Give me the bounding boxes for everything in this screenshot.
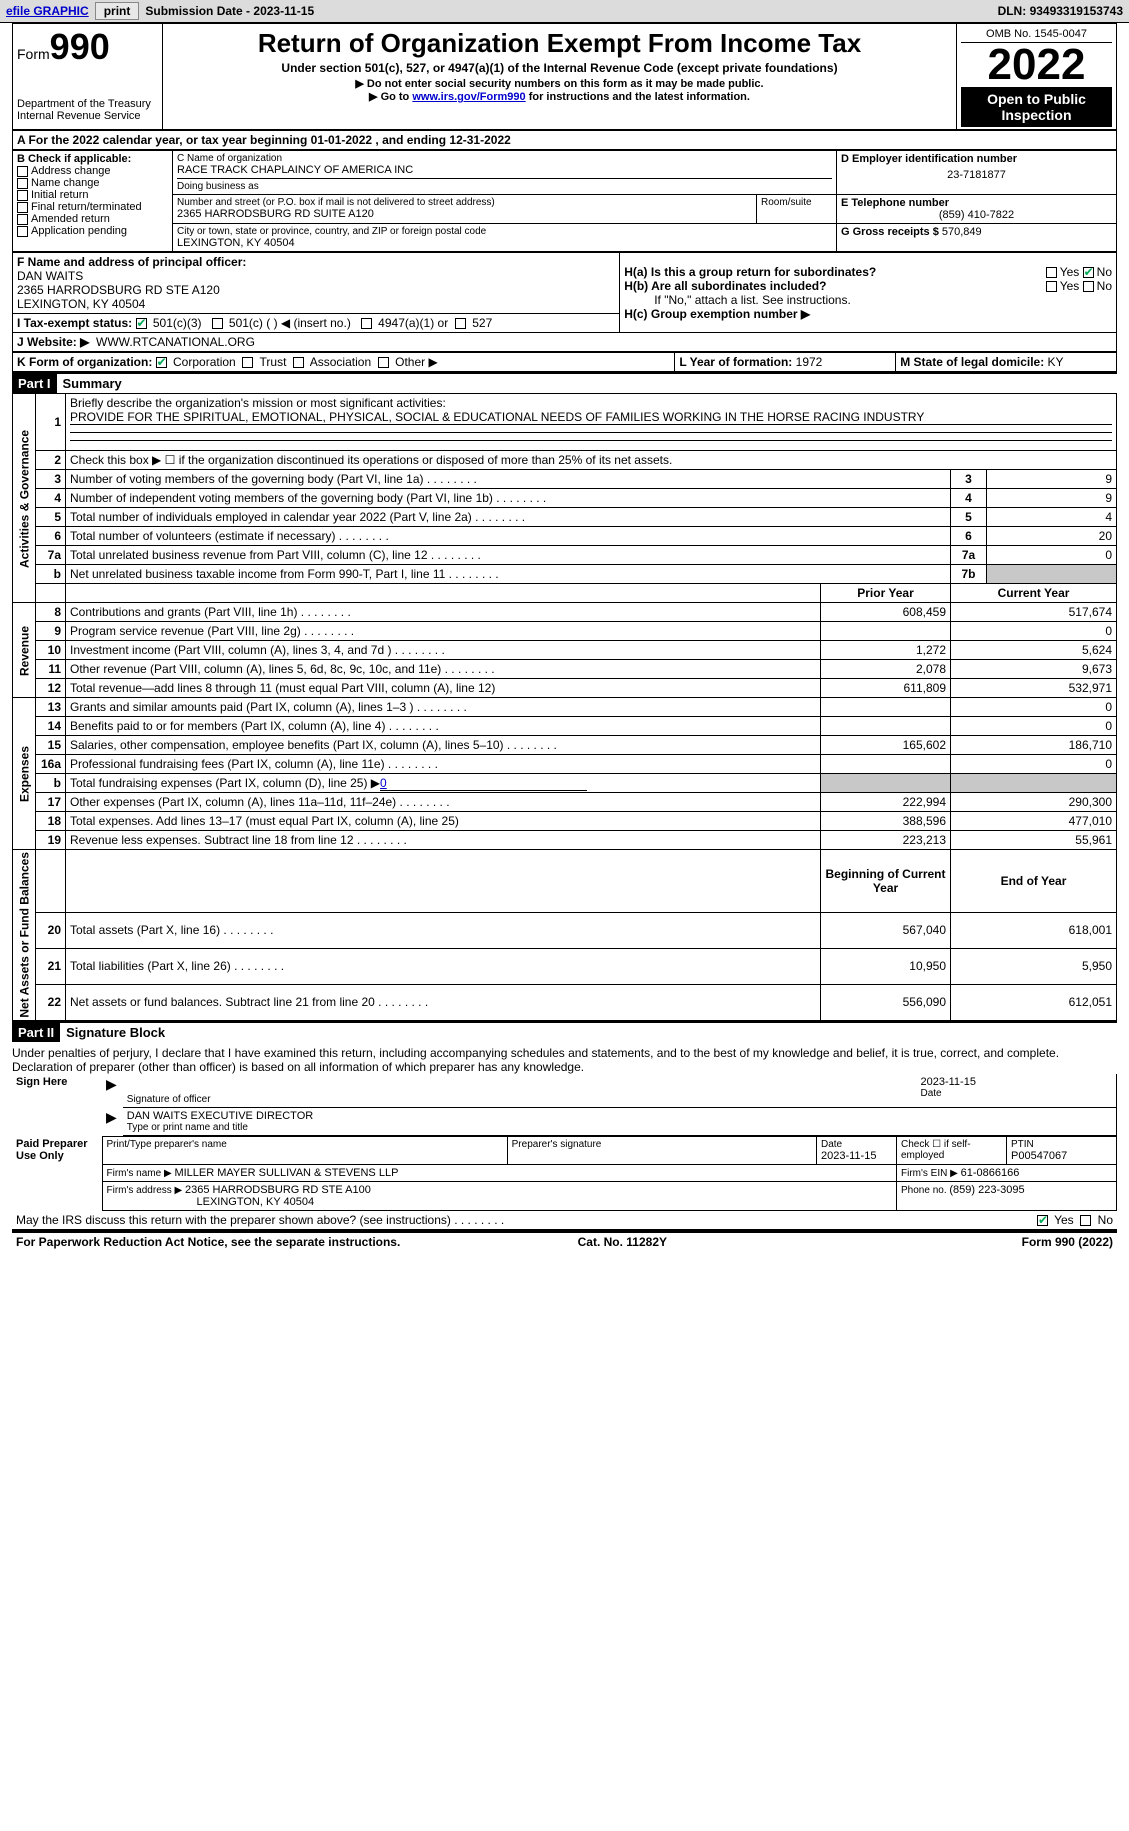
line-b: Total fundraising expenses (Part IX, col… [66,774,821,793]
form-subtitle: Under section 501(c), 527, or 4947(a)(1)… [167,61,952,75]
open-public: Open to Public Inspection [961,87,1112,127]
part2-header: Part IISignature Block [12,1021,1117,1042]
e-phone: (859) 410-7822 [841,209,1112,221]
firm-name: Firm's name ▶ MILLER MAYER SULLIVAN & ST… [102,1164,897,1181]
side-activities: Activities & Governance [13,394,36,603]
sig-date-label: Date [921,1088,1113,1099]
hb-row: H(b) Are all subordinates included? Yes … [624,279,1112,293]
efile-link[interactable]: efile GRAPHIC [6,4,89,18]
firm-ein: Firm's EIN ▶ 61-0866166 [897,1164,1117,1181]
ha-row: H(a) Is this a group return for subordin… [624,265,1112,279]
paid-preparer-table: Paid Preparer Use Only Print/Type prepar… [12,1136,1117,1211]
section-f-h: F Name and address of principal officer:… [12,252,1117,352]
opt-address-change[interactable]: Address change [17,165,168,177]
check-trust[interactable] [242,357,253,368]
check-assoc[interactable] [293,357,304,368]
room-label: Room/suite [761,197,832,208]
dba-label: Doing business as [177,181,832,192]
city-value: LEXINGTON, KY 40504 [177,237,832,249]
prep-sig-label: Preparer's signature [512,1139,812,1150]
prep-date-label: Date [821,1139,892,1150]
check-501c3[interactable] [136,318,147,329]
arrow-icon [106,1080,119,1092]
check-4947[interactable] [361,318,372,329]
prep-check-label: Check ☐ if self-employed [901,1139,1002,1161]
check-corp[interactable] [156,357,167,368]
ptin-label: PTIN [1011,1139,1112,1150]
line2: Check this box ▶ ☐ if the organization d… [66,451,1117,470]
form-header: Form990 Department of the Treasury Inter… [12,23,1117,130]
i-tax-exempt: I Tax-exempt status: 501(c)(3) 501(c) ( … [13,314,620,333]
sig-name-label: Type or print name and title [127,1122,1112,1133]
addr-label: Number and street (or P.O. box if mail i… [177,197,752,208]
paid-preparer-label: Paid Preparer Use Only [12,1136,102,1210]
sig-name: DAN WAITS EXECUTIVE DIRECTOR [127,1110,1112,1122]
opt-final-return[interactable]: Final return/terminated [17,201,168,213]
opt-application-pending[interactable]: Application pending [17,225,168,237]
f-addr1: 2365 HARRODSBURG RD STE A120 [17,283,220,297]
sign-here-label: Sign Here [12,1074,102,1136]
prep-date: 2023-11-15 [821,1150,892,1162]
hb-note: If "No," attach a list. See instructions… [624,293,1112,307]
may-irs-discuss: May the IRS discuss this return with the… [12,1211,1117,1231]
form-number: Form990 [17,26,158,68]
section-k-l-m: K Form of organization: Corporation Trus… [12,352,1117,372]
g-gross-receipts: G Gross receipts $ 570,849 [841,226,1112,238]
arrow-icon [106,1113,119,1125]
e-phone-label: E Telephone number [841,197,1112,209]
may-irs-no[interactable] [1080,1215,1091,1226]
footer-left: For Paperwork Reduction Act Notice, see … [16,1235,400,1249]
submission-date-label: Submission Date - 2023-11-15 [145,4,314,18]
city-label: City or town, state or province, country… [177,226,832,237]
row-a-tax-year: A For the 2022 calendar year, or tax yea… [12,130,1117,150]
form-note2: ▶ Go to www.irs.gov/Form990 for instruct… [167,90,952,103]
irs-link[interactable]: www.irs.gov/Form990 [412,91,525,103]
j-website: J Website: ▶ WWW.RTCANATIONAL.ORG [13,333,1117,352]
footer: For Paperwork Reduction Act Notice, see … [12,1231,1117,1251]
opt-amended-return[interactable]: Amended return [17,213,168,225]
c-name: RACE TRACK CHAPLAINCY OF AMERICA INC [177,164,832,176]
part1-header: Part ISummary [12,372,1117,393]
prep-name-label: Print/Type preparer's name [107,1139,503,1150]
check-527[interactable] [455,318,466,329]
b-check-label: B Check if applicable: [17,153,168,165]
firm-addr: Firm's address ▶ 2365 HARRODSBURG RD STE… [102,1181,897,1210]
top-bar: efile GRAPHIC print Submission Date - 20… [0,0,1129,23]
side-net-assets: Net Assets or Fund Balances [13,850,36,1021]
ptin: P00547067 [1011,1150,1112,1162]
line1-value: PROVIDE FOR THE SPIRITUAL, EMOTIONAL, PH… [70,410,924,424]
footer-right: Form 990 (2022) [1022,1235,1113,1249]
part1-table: Activities & Governance 1 Briefly descri… [12,393,1117,1021]
sig-officer-label: Signature of officer [127,1094,913,1105]
side-expenses: Expenses [13,698,36,850]
d-ein-label: D Employer identification number [841,153,1112,165]
footer-cat: Cat. No. 11282Y [578,1235,667,1249]
f-label: F Name and address of principal officer: [17,255,246,269]
sig-date: 2023-11-15 [921,1076,1113,1088]
line1-label: Briefly describe the organization's miss… [70,396,446,410]
form-note1: ▶ Do not enter social security numbers o… [167,77,952,90]
line-b-link[interactable]: 0 [380,776,587,791]
print-button[interactable]: print [95,2,140,20]
addr-value: 2365 HARRODSBURG RD SUITE A120 [177,208,752,220]
firm-phone: Phone no. (859) 223-3095 [897,1181,1117,1210]
may-irs-yes[interactable] [1037,1215,1048,1226]
check-501c[interactable] [212,318,223,329]
declaration: Under penalties of perjury, I declare th… [12,1046,1117,1074]
form-title: Return of Organization Exempt From Incom… [167,28,952,59]
sign-here-table: Sign Here Signature of officer 2023-11-1… [12,1074,1117,1136]
opt-name-change[interactable]: Name change [17,177,168,189]
dln: DLN: 93493319153743 [998,4,1123,18]
check-other[interactable] [378,357,389,368]
side-revenue: Revenue [13,603,36,698]
dept-treasury: Department of the Treasury Internal Reve… [17,98,158,122]
f-name: DAN WAITS [17,269,83,283]
c-name-label: C Name of organization [177,153,832,164]
hc-row: H(c) Group exemption number ▶ [624,307,1112,321]
opt-initial-return[interactable]: Initial return [17,189,168,201]
f-addr2: LEXINGTON, KY 40504 [17,297,145,311]
d-ein: 23-7181877 [841,165,1112,185]
tax-year: 2022 [961,43,1112,87]
section-b-table: B Check if applicable: Address change Na… [12,150,1117,252]
